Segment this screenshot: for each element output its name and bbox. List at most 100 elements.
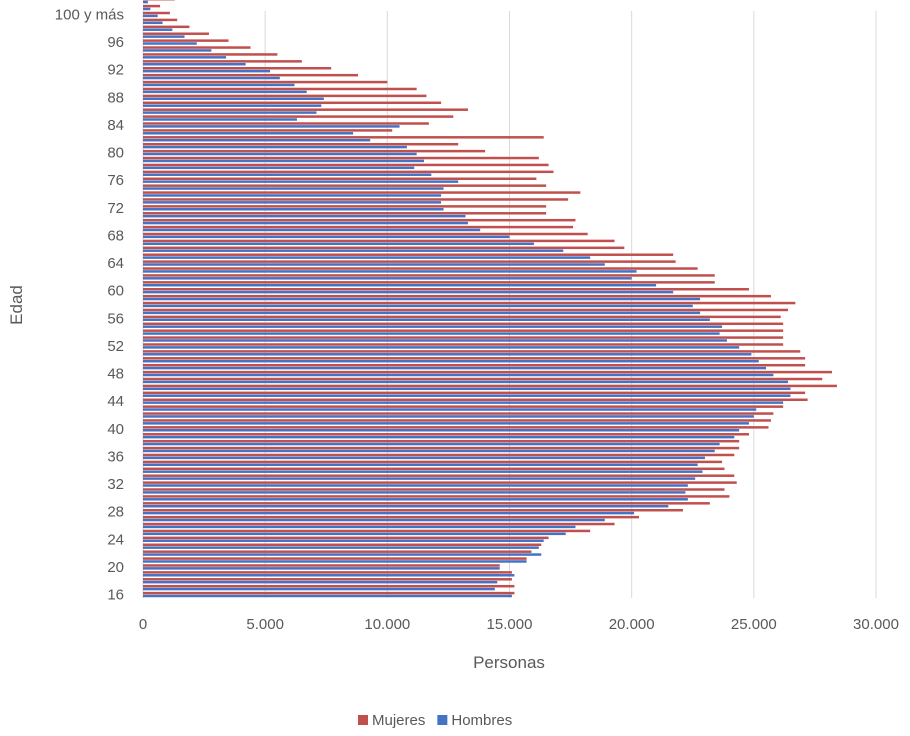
y-tick-label: 84	[107, 117, 124, 134]
bar-hombres	[143, 511, 635, 515]
bar-mujeres	[143, 412, 774, 415]
bar-mujeres	[143, 260, 676, 263]
bar-hombres	[143, 477, 696, 480]
bar-mujeres	[143, 308, 789, 312]
bar-mujeres	[143, 32, 209, 35]
bar-mujeres	[143, 350, 801, 353]
bar-mujeres	[143, 53, 278, 56]
bar-mujeres	[143, 357, 806, 360]
bar-hombres	[143, 194, 442, 197]
x-tick-label: 0	[139, 616, 147, 633]
bar-mujeres	[143, 315, 781, 319]
bars	[143, 0, 837, 598]
bar-mujeres	[143, 108, 468, 111]
bar-hombres	[143, 49, 212, 52]
bar-hombres	[143, 359, 759, 363]
bar-hombres	[143, 0, 148, 4]
legend-swatch-hombres	[437, 715, 448, 725]
bar-mujeres	[143, 384, 837, 388]
bar-hombres	[143, 166, 415, 170]
bar-mujeres	[143, 453, 735, 457]
bar-hombres	[143, 28, 173, 31]
bar-mujeres	[143, 398, 808, 401]
bar-hombres	[143, 325, 723, 328]
x-tick-label: 15.000	[487, 616, 533, 633]
bar-hombres	[143, 69, 271, 73]
bar-mujeres	[143, 246, 625, 250]
bar-hombres	[143, 249, 564, 252]
bar-mujeres	[143, 267, 698, 270]
bar-hombres	[143, 567, 500, 570]
bar-hombres	[143, 138, 371, 142]
bar-hombres	[143, 580, 498, 584]
bar-hombres	[143, 415, 754, 418]
bar-hombres	[143, 104, 322, 107]
bar-mujeres	[143, 377, 823, 381]
bar-hombres	[143, 159, 424, 163]
y-tick-label: 20	[107, 559, 124, 576]
bar-mujeres	[143, 370, 833, 374]
bar-hombres	[143, 277, 632, 280]
y-tick-label: 48	[107, 366, 124, 383]
y-tick-label: 28	[107, 504, 124, 521]
y-tick-label: 64	[107, 255, 124, 272]
bar-mujeres	[143, 343, 784, 346]
bar-hombres	[143, 208, 444, 211]
bar-mujeres	[143, 301, 796, 305]
bar-mujeres	[143, 578, 512, 581]
bar-hombres	[143, 235, 510, 239]
bar-mujeres	[143, 322, 784, 326]
bar-hombres	[143, 256, 591, 259]
y-tick-label: 36	[107, 448, 124, 465]
bar-mujeres	[143, 515, 639, 519]
bar-mujeres	[143, 205, 547, 208]
x-axis-ticks: 0 5.000 10.000 15.000 20.000 25.000 30.000	[139, 616, 899, 633]
bar-mujeres	[143, 218, 576, 222]
y-tick-label: 76	[107, 172, 124, 189]
bar-mujeres	[143, 288, 749, 291]
bar-hombres	[143, 83, 295, 87]
bar-mujeres	[143, 426, 769, 429]
bar-mujeres	[143, 122, 429, 125]
bar-hombres	[143, 201, 442, 204]
bar-hombres	[143, 290, 674, 294]
bar-mujeres	[143, 474, 735, 477]
bar-mujeres	[143, 170, 554, 174]
bar-mujeres	[143, 191, 581, 194]
bar-hombres	[143, 339, 727, 342]
y-tick-label: 80	[107, 145, 124, 162]
y-tick-label: 16	[107, 587, 124, 604]
legend-label-mujeres: Mujeres	[372, 712, 425, 729]
bar-hombres	[143, 463, 698, 467]
bar-mujeres	[143, 46, 251, 49]
bar-mujeres	[143, 405, 784, 408]
bar-hombres	[143, 35, 185, 38]
y-tick-label: 44	[107, 393, 124, 410]
bar-hombres	[143, 311, 701, 315]
bar-mujeres	[143, 329, 784, 332]
bar-hombres	[143, 539, 544, 542]
bar-hombres	[143, 442, 720, 446]
y-tick-label: 60	[107, 283, 124, 300]
bar-hombres	[143, 221, 468, 225]
bar-mujeres	[143, 212, 547, 215]
bar-hombres	[143, 594, 512, 598]
bar-mujeres	[143, 439, 740, 443]
bar-mujeres	[143, 67, 332, 70]
bar-mujeres	[143, 177, 537, 180]
bar-mujeres	[143, 39, 229, 42]
bar-hombres	[143, 228, 481, 232]
bar-hombres	[143, 132, 354, 135]
bar-mujeres	[143, 584, 515, 588]
bar-hombres	[143, 394, 791, 397]
bar-mujeres	[143, 529, 591, 533]
bar-mujeres	[143, 536, 549, 540]
bar-hombres	[143, 97, 324, 101]
bar-hombres	[143, 62, 246, 66]
bar-mujeres	[143, 136, 544, 139]
bar-hombres	[143, 456, 705, 460]
bar-mujeres	[143, 149, 486, 153]
y-tick-label: 88	[107, 89, 124, 106]
bar-hombres	[143, 56, 227, 59]
bar-mujeres	[143, 591, 515, 595]
